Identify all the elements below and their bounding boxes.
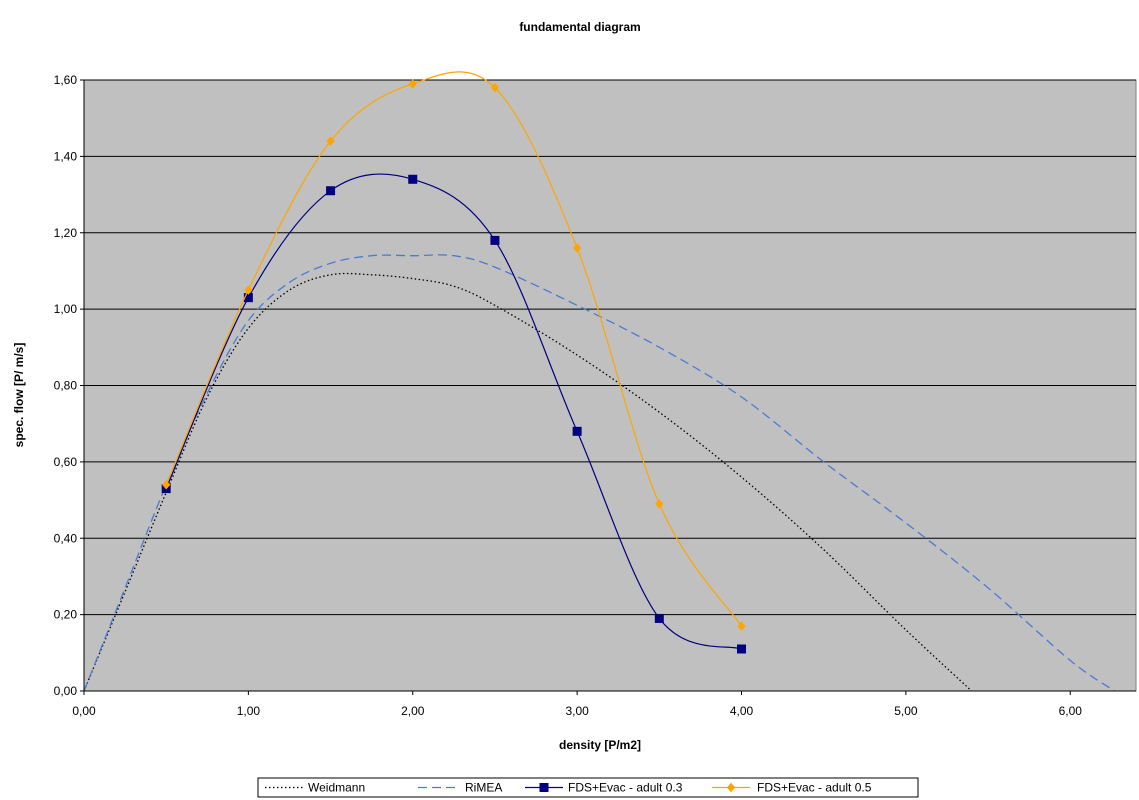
legend: Weidmann RiMEA FDS+Evac - adult 0.3 FDS+Eva… [257, 777, 919, 798]
data-point-s3 [408, 174, 418, 184]
y-tick-label: 1,60 [54, 73, 78, 87]
plot-area [83, 71, 1137, 692]
data-point-s3 [737, 644, 746, 654]
data-point-s4 [572, 243, 582, 253]
data-point-s4 [244, 285, 253, 295]
x-axis-label: density [P/m2] [559, 738, 641, 752]
y-tick-label: 0,00 [54, 684, 78, 698]
y-tick-label: 1,20 [54, 226, 78, 240]
y-tick-label: 0,20 [54, 608, 78, 622]
y-tick-label: 1,00 [54, 302, 78, 316]
data-point-s3 [490, 235, 500, 245]
data-point-s4 [655, 499, 664, 509]
data-point-s4 [490, 82, 500, 93]
data-point-s3 [572, 426, 582, 436]
legend-box [257, 777, 919, 798]
data-point-s4 [726, 782, 736, 793]
data-point-s3 [539, 783, 549, 792]
data-point-s3 [654, 613, 664, 623]
y-tick-label: 0,80 [54, 379, 78, 393]
x-tick-label: 1,00 [237, 704, 261, 718]
series-line-1 [83, 272, 973, 692]
y-axis-ticks: 0,00 0,20 0,40 0,60 0,80 1,00 1,20 1,40 1,60 [54, 73, 85, 698]
data-point-s3 [326, 186, 336, 196]
legend-label-2: RiMEA [465, 781, 502, 795]
x-axis-ticks: 0,00 1,00 2,00 3,00 4,00 5,00 6,00 [72, 690, 1136, 718]
data-point-s4 [162, 480, 171, 490]
chart-title: fundamental diagram [519, 20, 640, 34]
legend-label-4: FDS+Evac - adult 0.5 [757, 781, 872, 795]
data-point-s4 [737, 621, 746, 631]
x-tick-label: 5,00 [894, 704, 918, 718]
series-layer [83, 71, 1115, 692]
y-tick-label: 1,40 [54, 149, 78, 163]
x-tick-label: 3,00 [565, 704, 589, 718]
x-tick-label: 2,00 [401, 704, 425, 718]
x-tick-label: 4,00 [730, 704, 754, 718]
legend-label-1: Weidmann [308, 781, 365, 795]
data-point-s4 [326, 136, 335, 146]
legend-label-3: FDS+Evac - adult 0.3 [568, 781, 683, 795]
data-point-s4 [408, 79, 417, 89]
y-tick-label: 0,60 [54, 455, 78, 469]
y-axis-label: spec. flow [P/ m/s] [12, 343, 26, 448]
x-tick-label: 6,00 [1059, 704, 1083, 718]
y-tick-label: 0,40 [54, 531, 78, 545]
x-tick-label: 0,00 [72, 704, 96, 718]
